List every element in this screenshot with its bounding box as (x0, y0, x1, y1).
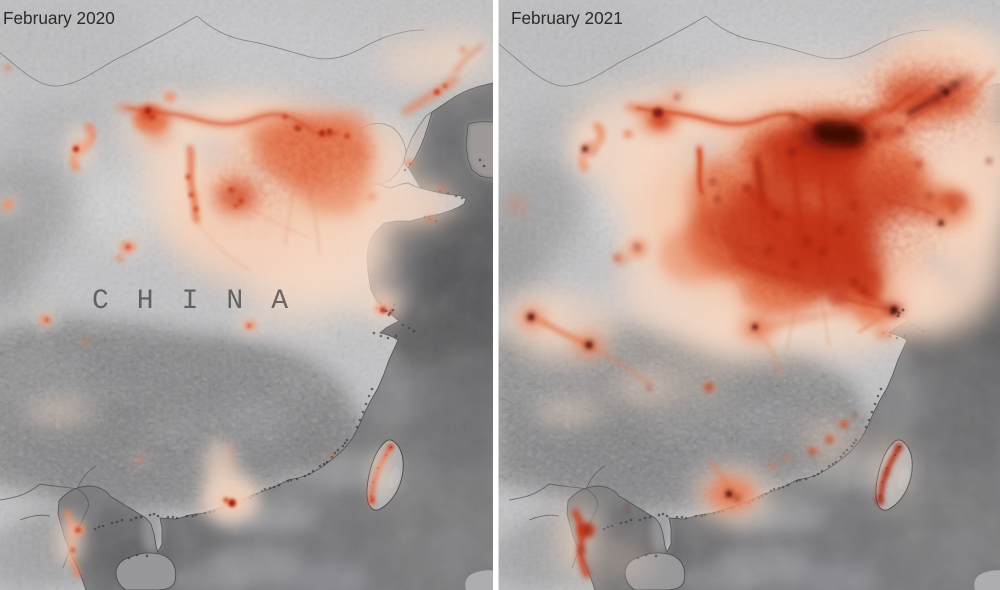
svg-text:February 2020: February 2020 (3, 8, 115, 28)
svg-text:February 2021: February 2021 (511, 8, 623, 28)
svg-text:CHINA: CHINA (92, 286, 316, 317)
